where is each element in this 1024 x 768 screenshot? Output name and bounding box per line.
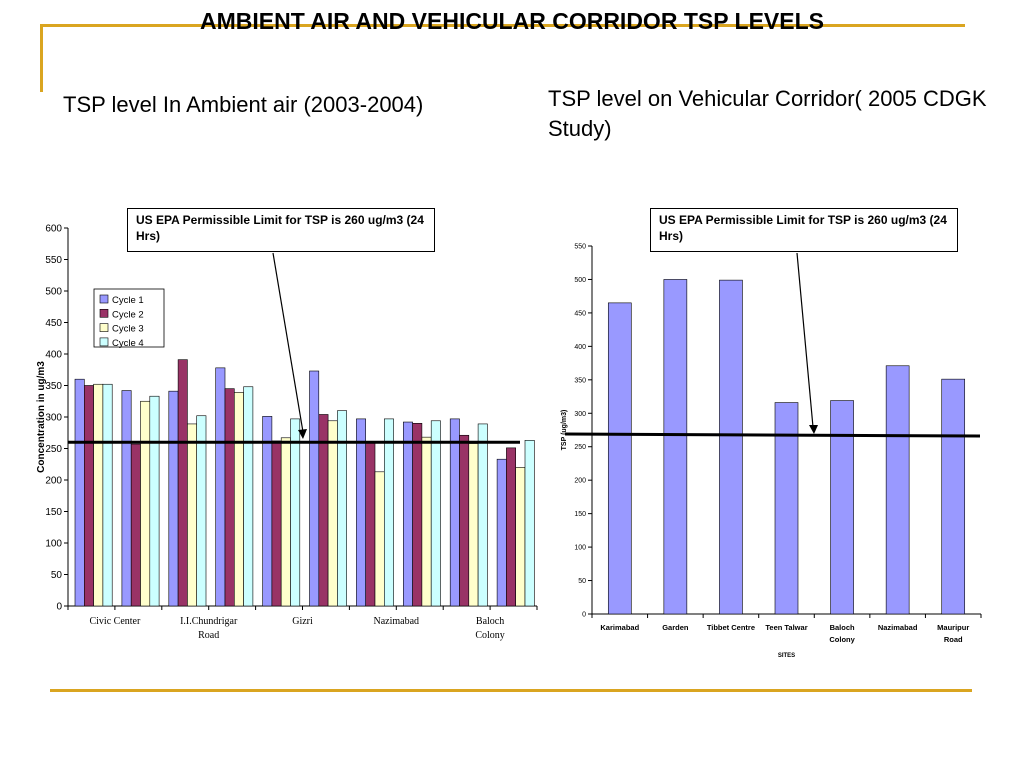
legend-label: Cycle 3 bbox=[112, 324, 144, 335]
corridor-chart-heading: TSP level on Vehicular Corridor( 2005 CD… bbox=[548, 86, 987, 141]
callout-arrow-line bbox=[796, 252, 814, 428]
y-tick-label: 0 bbox=[582, 612, 586, 619]
x-category-label: Baloch bbox=[830, 623, 855, 632]
x-category-label: Gizri bbox=[292, 616, 313, 627]
ambient-air-chart: 0 50 100 150 200 250 300 350 400 450 500 550 600 Civi… bbox=[36, 224, 538, 641]
x-category-label: Garden bbox=[662, 623, 689, 632]
y-axis-title: Concentration in ug/m3 bbox=[36, 361, 47, 473]
callout-arrow-head bbox=[298, 429, 307, 439]
y-tick-label: 150 bbox=[45, 507, 62, 518]
y-tick-label: 50 bbox=[51, 570, 63, 581]
y-tick-label: 450 bbox=[574, 310, 586, 317]
x-category-label: Colony bbox=[829, 635, 855, 644]
y-tick-label: 500 bbox=[574, 277, 586, 284]
legend-label: Cycle 1 bbox=[112, 295, 144, 306]
legend-label: Cycle 4 bbox=[112, 338, 144, 349]
bar-site bbox=[830, 400, 854, 615]
y-tick-label: 400 bbox=[45, 350, 62, 361]
y-tick-label: 450 bbox=[45, 318, 62, 329]
bar-site bbox=[885, 365, 910, 615]
bottom-accent-rule bbox=[50, 689, 972, 692]
epa-limit-line bbox=[564, 432, 981, 438]
bar-site bbox=[941, 378, 966, 615]
bar-cycle-4 bbox=[477, 423, 488, 607]
y-tick-label: 300 bbox=[45, 413, 62, 424]
bar-site bbox=[663, 279, 688, 615]
x-category-label: Colony bbox=[475, 630, 504, 641]
y-tick-label: 0 bbox=[56, 602, 62, 613]
x-category-label: Karimabad bbox=[600, 623, 639, 632]
legend-swatch bbox=[99, 294, 109, 304]
callout-arrow-head bbox=[809, 425, 818, 434]
x-category-label: I.I.Chundrigar bbox=[180, 616, 238, 627]
bar-site bbox=[607, 302, 632, 615]
x-category-label: Road bbox=[944, 635, 963, 644]
bar-cycle-4 bbox=[383, 418, 394, 607]
y-tick-label: 250 bbox=[574, 444, 586, 451]
bar-cycle-4 bbox=[243, 386, 254, 607]
ambient-chart-heading: TSP level In Ambient air (2003-2004) bbox=[63, 92, 424, 117]
bar-cycle-4 bbox=[430, 420, 441, 607]
legend-swatch bbox=[99, 308, 109, 318]
epa-limit-callout-right: US EPA Permissible Limit for TSP is 260 … bbox=[650, 208, 958, 252]
y-tick-label: 600 bbox=[45, 224, 62, 235]
bar-site bbox=[774, 402, 799, 615]
x-category-label: Nazimabad bbox=[374, 616, 420, 627]
y-tick-label: 300 bbox=[574, 411, 586, 418]
x-category-label: Mauripur bbox=[937, 623, 969, 632]
bar-cycle-4 bbox=[149, 395, 160, 607]
left-accent-rule bbox=[40, 24, 43, 92]
legend-swatch bbox=[99, 337, 109, 347]
y-tick-label: 350 bbox=[574, 377, 586, 384]
y-tick-label: 500 bbox=[45, 287, 62, 298]
bar-cycle-4 bbox=[524, 440, 535, 607]
y-tick-label: 50 bbox=[578, 578, 586, 585]
y-tick-label: 150 bbox=[574, 511, 586, 518]
y-axis-title: TSP (ug/m3) bbox=[561, 410, 568, 451]
y-tick-label: 550 bbox=[45, 255, 62, 266]
x-category-label: Road bbox=[198, 630, 219, 641]
y-tick-label: 400 bbox=[574, 344, 586, 351]
y-tick-label: 100 bbox=[45, 539, 62, 550]
slide-title: AMBIENT AIR AND VEHICULAR CORRIDOR TSP L… bbox=[199, 8, 824, 34]
y-tick-label: 350 bbox=[45, 381, 62, 392]
bar-site bbox=[719, 279, 743, 615]
y-tick-label: 250 bbox=[45, 444, 62, 455]
x-category-label: Tibbet Centre bbox=[707, 623, 755, 632]
x-category-label: Nazimabad bbox=[878, 623, 918, 632]
bar-cycle-4 bbox=[196, 415, 207, 607]
bar-cycle-4 bbox=[290, 418, 301, 607]
y-tick-label: 100 bbox=[574, 545, 586, 552]
x-category-label: Civic Center bbox=[89, 616, 140, 627]
epa-limit-callout-left: US EPA Permissible Limit for TSP is 260 … bbox=[127, 208, 435, 252]
bar-cycle-4 bbox=[102, 383, 113, 607]
y-tick-label: 550 bbox=[574, 244, 586, 251]
top-accent-rule bbox=[40, 24, 965, 27]
callout-arrow-line bbox=[272, 252, 304, 433]
legend-swatch bbox=[99, 323, 109, 332]
x-category-label: Teen Talwar bbox=[765, 623, 807, 632]
bar-cycle-4 bbox=[337, 410, 347, 607]
legend-label: Cycle 2 bbox=[112, 309, 144, 320]
x-axis-title: SITES bbox=[778, 653, 795, 659]
y-tick-label: 200 bbox=[574, 478, 586, 485]
x-category-label: Baloch bbox=[476, 616, 504, 627]
y-tick-label: 200 bbox=[45, 476, 62, 487]
